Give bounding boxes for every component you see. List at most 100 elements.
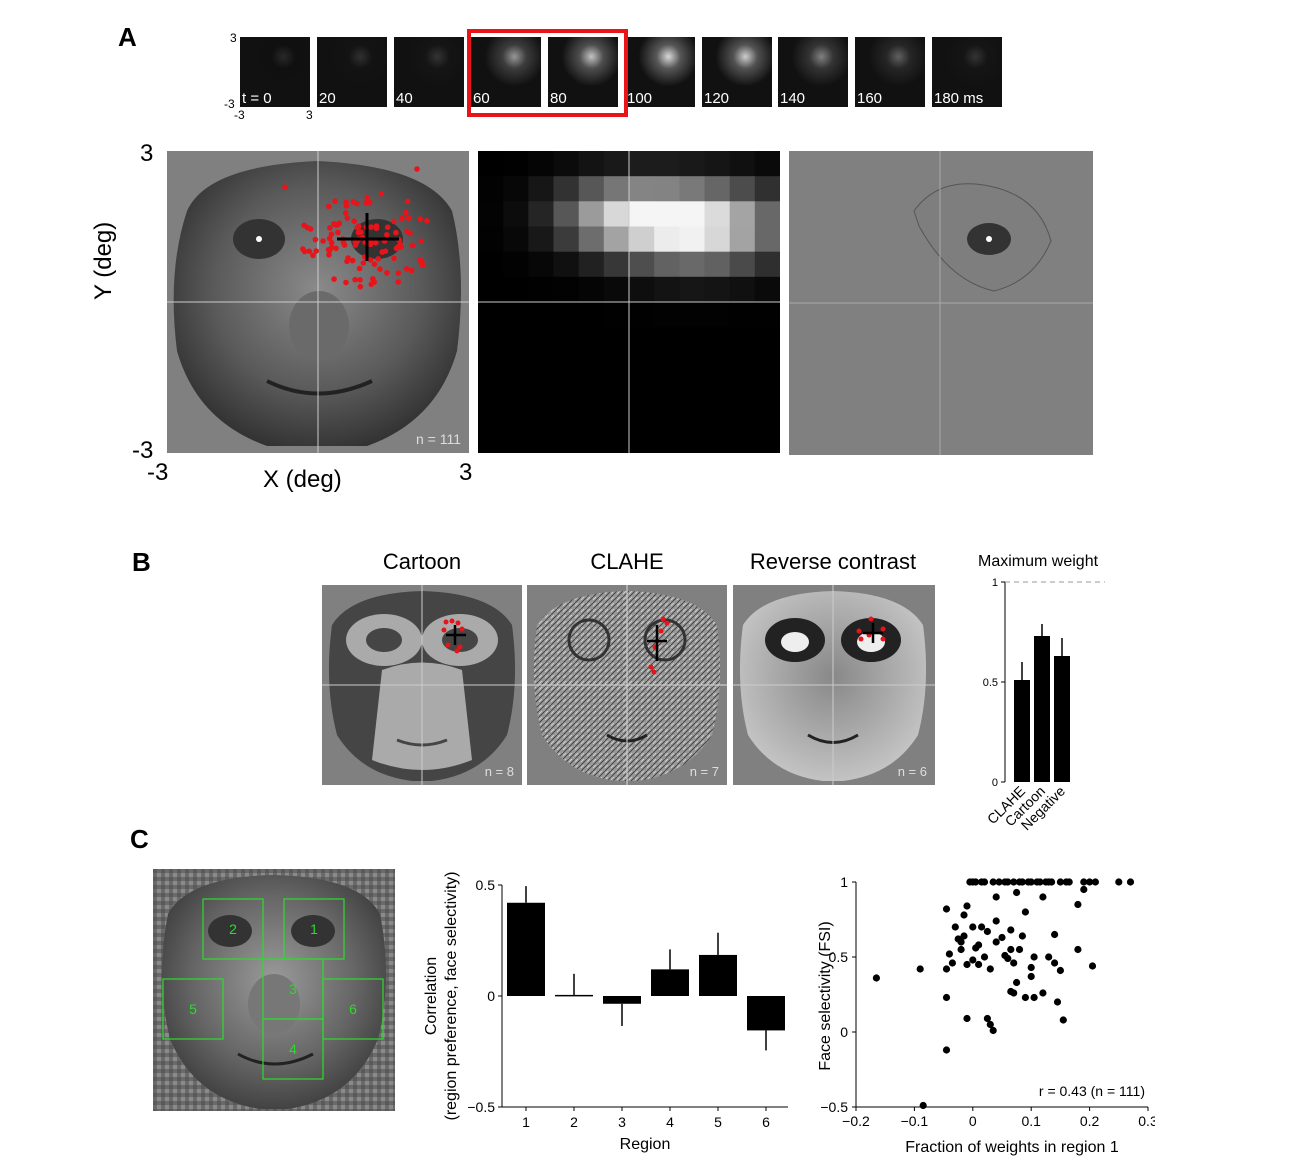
scatter-point bbox=[1045, 953, 1053, 961]
rf-dot bbox=[328, 244, 335, 251]
scatter-annotation: r = 0.43 (n = 111) bbox=[1039, 1083, 1145, 1099]
time-thumbnail: 60 bbox=[471, 37, 541, 107]
rf-dot bbox=[352, 276, 358, 283]
heatmap-cell bbox=[679, 352, 705, 378]
heatmap-cell bbox=[478, 151, 504, 177]
rf-dot bbox=[384, 224, 391, 230]
rf-dot bbox=[326, 252, 332, 258]
heatmap-cell bbox=[654, 377, 680, 404]
scatter-point bbox=[989, 1026, 997, 1035]
corr-y-tick-label: 0.5 bbox=[476, 877, 496, 893]
heatmap-cell bbox=[553, 251, 580, 278]
heatmap-cell bbox=[629, 276, 655, 303]
corr-x-tick-label: 2 bbox=[570, 1114, 578, 1130]
heatmap-cell bbox=[729, 151, 756, 177]
panel-label-b: B bbox=[132, 547, 151, 577]
scatter-point bbox=[983, 1014, 991, 1023]
rf-dot bbox=[408, 267, 415, 274]
thumb-axis-y-top: 3 bbox=[230, 31, 237, 45]
heatmap-cell bbox=[704, 276, 731, 303]
heatmap-cell bbox=[679, 276, 705, 303]
rf-dot bbox=[328, 231, 335, 237]
heatmap-cell bbox=[729, 327, 756, 353]
heatmap-cell bbox=[528, 226, 554, 253]
corr-x-tick-label: 3 bbox=[618, 1114, 626, 1130]
scatter-point bbox=[963, 902, 971, 910]
heatmap-cell bbox=[754, 201, 780, 227]
corr-x-axis-title: Region bbox=[620, 1136, 671, 1153]
rf-dot bbox=[399, 215, 405, 222]
heatmap-cell bbox=[704, 302, 731, 328]
heatmap-cell bbox=[528, 176, 554, 202]
corr-y-axis-title: Correlation bbox=[423, 957, 440, 1035]
scatter-y-tick-label: −0.5 bbox=[820, 1099, 848, 1115]
rf-dot bbox=[404, 198, 411, 205]
time-label: 100 bbox=[627, 90, 653, 107]
corr-bar bbox=[699, 954, 737, 996]
rf-dot bbox=[363, 200, 369, 206]
heatmap-cell bbox=[729, 251, 756, 278]
rf-dot bbox=[403, 266, 410, 272]
rf-dot bbox=[379, 249, 385, 255]
heatmap-cell bbox=[679, 226, 705, 253]
heatmap-cell bbox=[754, 427, 780, 453]
heatmap-cell bbox=[629, 427, 655, 453]
time-thumbnail: 180 ms bbox=[932, 37, 1002, 107]
time-label: 120 bbox=[704, 90, 730, 107]
scatter-point bbox=[978, 923, 986, 931]
heatmap-cell bbox=[729, 377, 756, 404]
heatmap-cell bbox=[503, 176, 529, 202]
heatmap-cell bbox=[553, 226, 580, 253]
n-label-clahe: n = 7 bbox=[689, 764, 719, 779]
scatter-point bbox=[942, 965, 951, 973]
title-reverse-contrast: Reverse contrast bbox=[749, 549, 917, 574]
masked-face-svg bbox=[789, 151, 1093, 455]
scatter-point bbox=[960, 911, 968, 919]
corr-bar bbox=[651, 969, 689, 996]
rf-dot bbox=[344, 215, 351, 221]
face-rf-svg bbox=[167, 151, 469, 453]
corr-y-tick-label: −0.5 bbox=[467, 1099, 495, 1115]
scatter-point bbox=[1080, 885, 1088, 894]
scatter-point bbox=[916, 965, 924, 973]
heatmap-cell bbox=[603, 427, 630, 453]
rf-dot bbox=[424, 218, 430, 224]
rf-dot bbox=[391, 255, 397, 262]
heatmap-cell bbox=[704, 176, 731, 202]
heatmap-cell bbox=[478, 377, 504, 404]
scatter-x-tick-label: 0 bbox=[969, 1113, 977, 1129]
thumb-axis-y-bottom: -3 bbox=[224, 97, 235, 111]
heatmap-cell bbox=[478, 352, 504, 378]
rf-dot bbox=[331, 221, 337, 227]
rf-dot bbox=[384, 270, 390, 276]
heatmap-cell bbox=[578, 251, 605, 278]
heatmap-cell bbox=[578, 201, 605, 227]
rf-dot bbox=[393, 229, 399, 236]
heatmap-cell bbox=[729, 352, 756, 378]
scatter-point bbox=[1015, 945, 1024, 954]
heatmap-cell bbox=[578, 176, 605, 202]
scatter-point bbox=[980, 953, 989, 961]
heatmap-cell bbox=[729, 427, 756, 453]
time-label: 140 bbox=[780, 90, 806, 107]
time-thumbnail: 120 bbox=[702, 37, 772, 107]
rf-dot bbox=[395, 270, 402, 276]
corr-bar bbox=[555, 994, 593, 997]
rf-dot bbox=[355, 223, 362, 229]
rf-dot bbox=[312, 236, 319, 243]
heatmap-cell bbox=[754, 352, 780, 378]
scatter-point bbox=[1051, 959, 1059, 967]
heatmap-cell bbox=[754, 327, 780, 353]
heatmap-cell bbox=[629, 402, 655, 429]
rf-dot bbox=[368, 224, 374, 230]
scatter-point bbox=[1027, 963, 1035, 972]
rf-dot bbox=[360, 260, 367, 266]
scatter-point bbox=[1030, 953, 1038, 961]
heatmap-cell bbox=[629, 377, 655, 404]
scatter-point bbox=[957, 945, 965, 954]
heatmap-cell bbox=[679, 377, 705, 404]
y-top-label: 3 bbox=[140, 140, 154, 167]
heatmap-cell bbox=[704, 402, 731, 429]
heatmap-cell bbox=[578, 302, 605, 328]
rf-dot bbox=[344, 258, 350, 265]
